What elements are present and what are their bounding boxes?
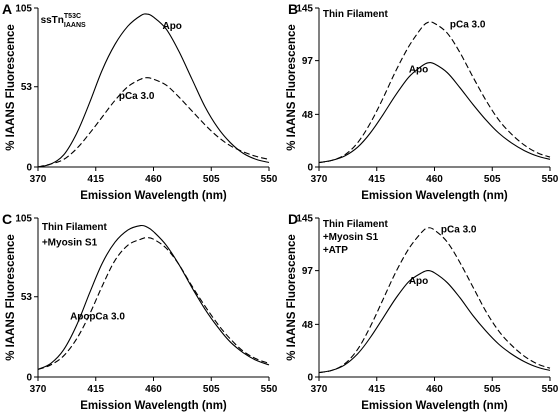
annotation-label: Apo: [162, 21, 181, 32]
x-axis-label: Emission Wavelength (nm): [361, 190, 508, 202]
x-tick-label: 415: [87, 384, 104, 395]
annotation-label: +Myosin S1: [42, 237, 98, 248]
y-tick-label: 105: [15, 4, 32, 15]
annotation-text: Apo: [409, 65, 428, 76]
panel-c: C 370 415 460 505 550 0 53 105 Emission Wavelengt…: [2, 211, 278, 412]
annotation-text: pCa 3.0: [119, 91, 155, 102]
y-axis-label: % IAANS Fluorescence: [286, 234, 298, 361]
x-tick-label: 505: [484, 174, 501, 185]
x-tick-label: 460: [145, 174, 162, 185]
x-tick-label: 415: [368, 384, 385, 395]
series-line-pca-3-0: [37, 77, 270, 168]
annotation-text: Thin Filament: [42, 222, 108, 233]
annotation-text: +ATP: [323, 245, 348, 256]
annotation-text: ssTn: [41, 15, 64, 26]
y-axis-label: % IAANS Fluorescence: [286, 24, 298, 151]
annotation-text: Apo: [162, 21, 181, 32]
x-tick-label: 505: [484, 384, 501, 395]
y-tick-label: 145: [296, 214, 313, 225]
x-tick-label: 460: [426, 174, 443, 185]
y-tick-label: 48: [302, 110, 314, 121]
x-tick-label: 505: [203, 174, 220, 185]
y-tick-label: 48: [302, 320, 314, 331]
y-tick-label: 0: [307, 373, 313, 384]
annotation-text: +Myosin S1: [42, 237, 98, 248]
annotation-text: pCa 3.0: [441, 224, 477, 235]
series-line-pca-3-0: [37, 237, 270, 370]
x-tick-label: 370: [311, 174, 328, 185]
series-line-pca-3-0: [318, 21, 551, 164]
annotation-label: Apo: [409, 276, 428, 287]
series-line-apo: [318, 270, 551, 374]
annotation-text: +Myosin S1: [323, 232, 379, 243]
y-tick-label: 0: [307, 163, 313, 174]
annotation-text: pCa 3.0: [89, 311, 125, 322]
annotation-label: pCa 3.0: [89, 311, 125, 322]
x-axis-label: Emission Wavelength (nm): [80, 400, 227, 412]
series-line-apo: [37, 224, 270, 370]
y-axis-label: % IAANS Fluorescence: [5, 24, 17, 151]
annotation-label: Thin Filament: [323, 9, 389, 20]
x-tick-label: 415: [368, 174, 385, 185]
panel-d: D 370 415 460 505 550 0 48 97 145 Emission Wavelen…: [286, 211, 558, 412]
annotation-subscript: IAANS: [64, 22, 86, 29]
x-tick-label: 550: [542, 174, 558, 185]
annotation-superscript: T53C: [64, 13, 81, 20]
x-tick-label: 550: [261, 174, 278, 185]
panel-b: B 370 415 460 505 550 0 48 97 145 Emission Wavelen…: [286, 1, 558, 202]
panel-letter: A: [2, 1, 12, 17]
annotation-label: +ATP: [323, 245, 348, 256]
annotation-label: Apo: [409, 65, 428, 76]
annotation-text: Thin Filament: [323, 9, 389, 20]
annotation-label: Thin Filament: [323, 219, 389, 230]
y-tick-label: 0: [26, 373, 32, 384]
x-tick-label: 370: [30, 384, 47, 395]
x-tick-label: 370: [311, 384, 328, 395]
y-tick-label: 0: [26, 163, 32, 174]
panel-letter: D: [288, 211, 298, 227]
annotation-label: pCa 3.0: [441, 224, 477, 235]
x-tick-label: 460: [145, 384, 162, 395]
annotation-text: Apo: [70, 311, 89, 322]
y-tick-label: 97: [302, 56, 314, 67]
annotation-label: ssTnT53C IAANS: [41, 13, 86, 29]
x-tick-label: 550: [542, 384, 558, 395]
annotation-label: +Myosin S1: [323, 232, 379, 243]
x-tick-label: 505: [203, 384, 220, 395]
y-tick-label: 53: [21, 82, 33, 93]
annotation-label: pCa 3.0: [119, 91, 155, 102]
y-tick-label: 53: [21, 292, 33, 303]
series-line-apo: [318, 62, 551, 164]
panel-letter: B: [288, 1, 298, 17]
annotation-label: Apo: [70, 311, 89, 322]
x-tick-label: 415: [87, 174, 104, 185]
x-tick-label: 550: [261, 384, 278, 395]
y-tick-label: 105: [15, 214, 32, 225]
series-line-pca-3-0: [318, 227, 551, 374]
x-tick-label: 460: [426, 384, 443, 395]
y-tick-label: 145: [296, 4, 313, 15]
y-axis-label: % IAANS Fluorescence: [5, 234, 17, 361]
annotation-label: pCa 3.0: [450, 20, 486, 31]
annotation-text: pCa 3.0: [450, 20, 486, 31]
x-axis-label: Emission Wavelength (nm): [80, 190, 227, 202]
panel-letter: C: [2, 211, 12, 227]
x-tick-label: 370: [30, 174, 47, 185]
panel-a: A 370 415 460 505 550 0 53 105 Emission Wavelengt…: [2, 1, 278, 202]
annotation-text: Apo: [409, 276, 428, 287]
y-tick-label: 97: [302, 266, 314, 277]
annotation-label: Thin Filament: [42, 222, 108, 233]
series-line-apo: [37, 13, 270, 168]
annotation-text: Thin Filament: [323, 219, 389, 230]
x-axis-label: Emission Wavelength (nm): [361, 400, 508, 412]
